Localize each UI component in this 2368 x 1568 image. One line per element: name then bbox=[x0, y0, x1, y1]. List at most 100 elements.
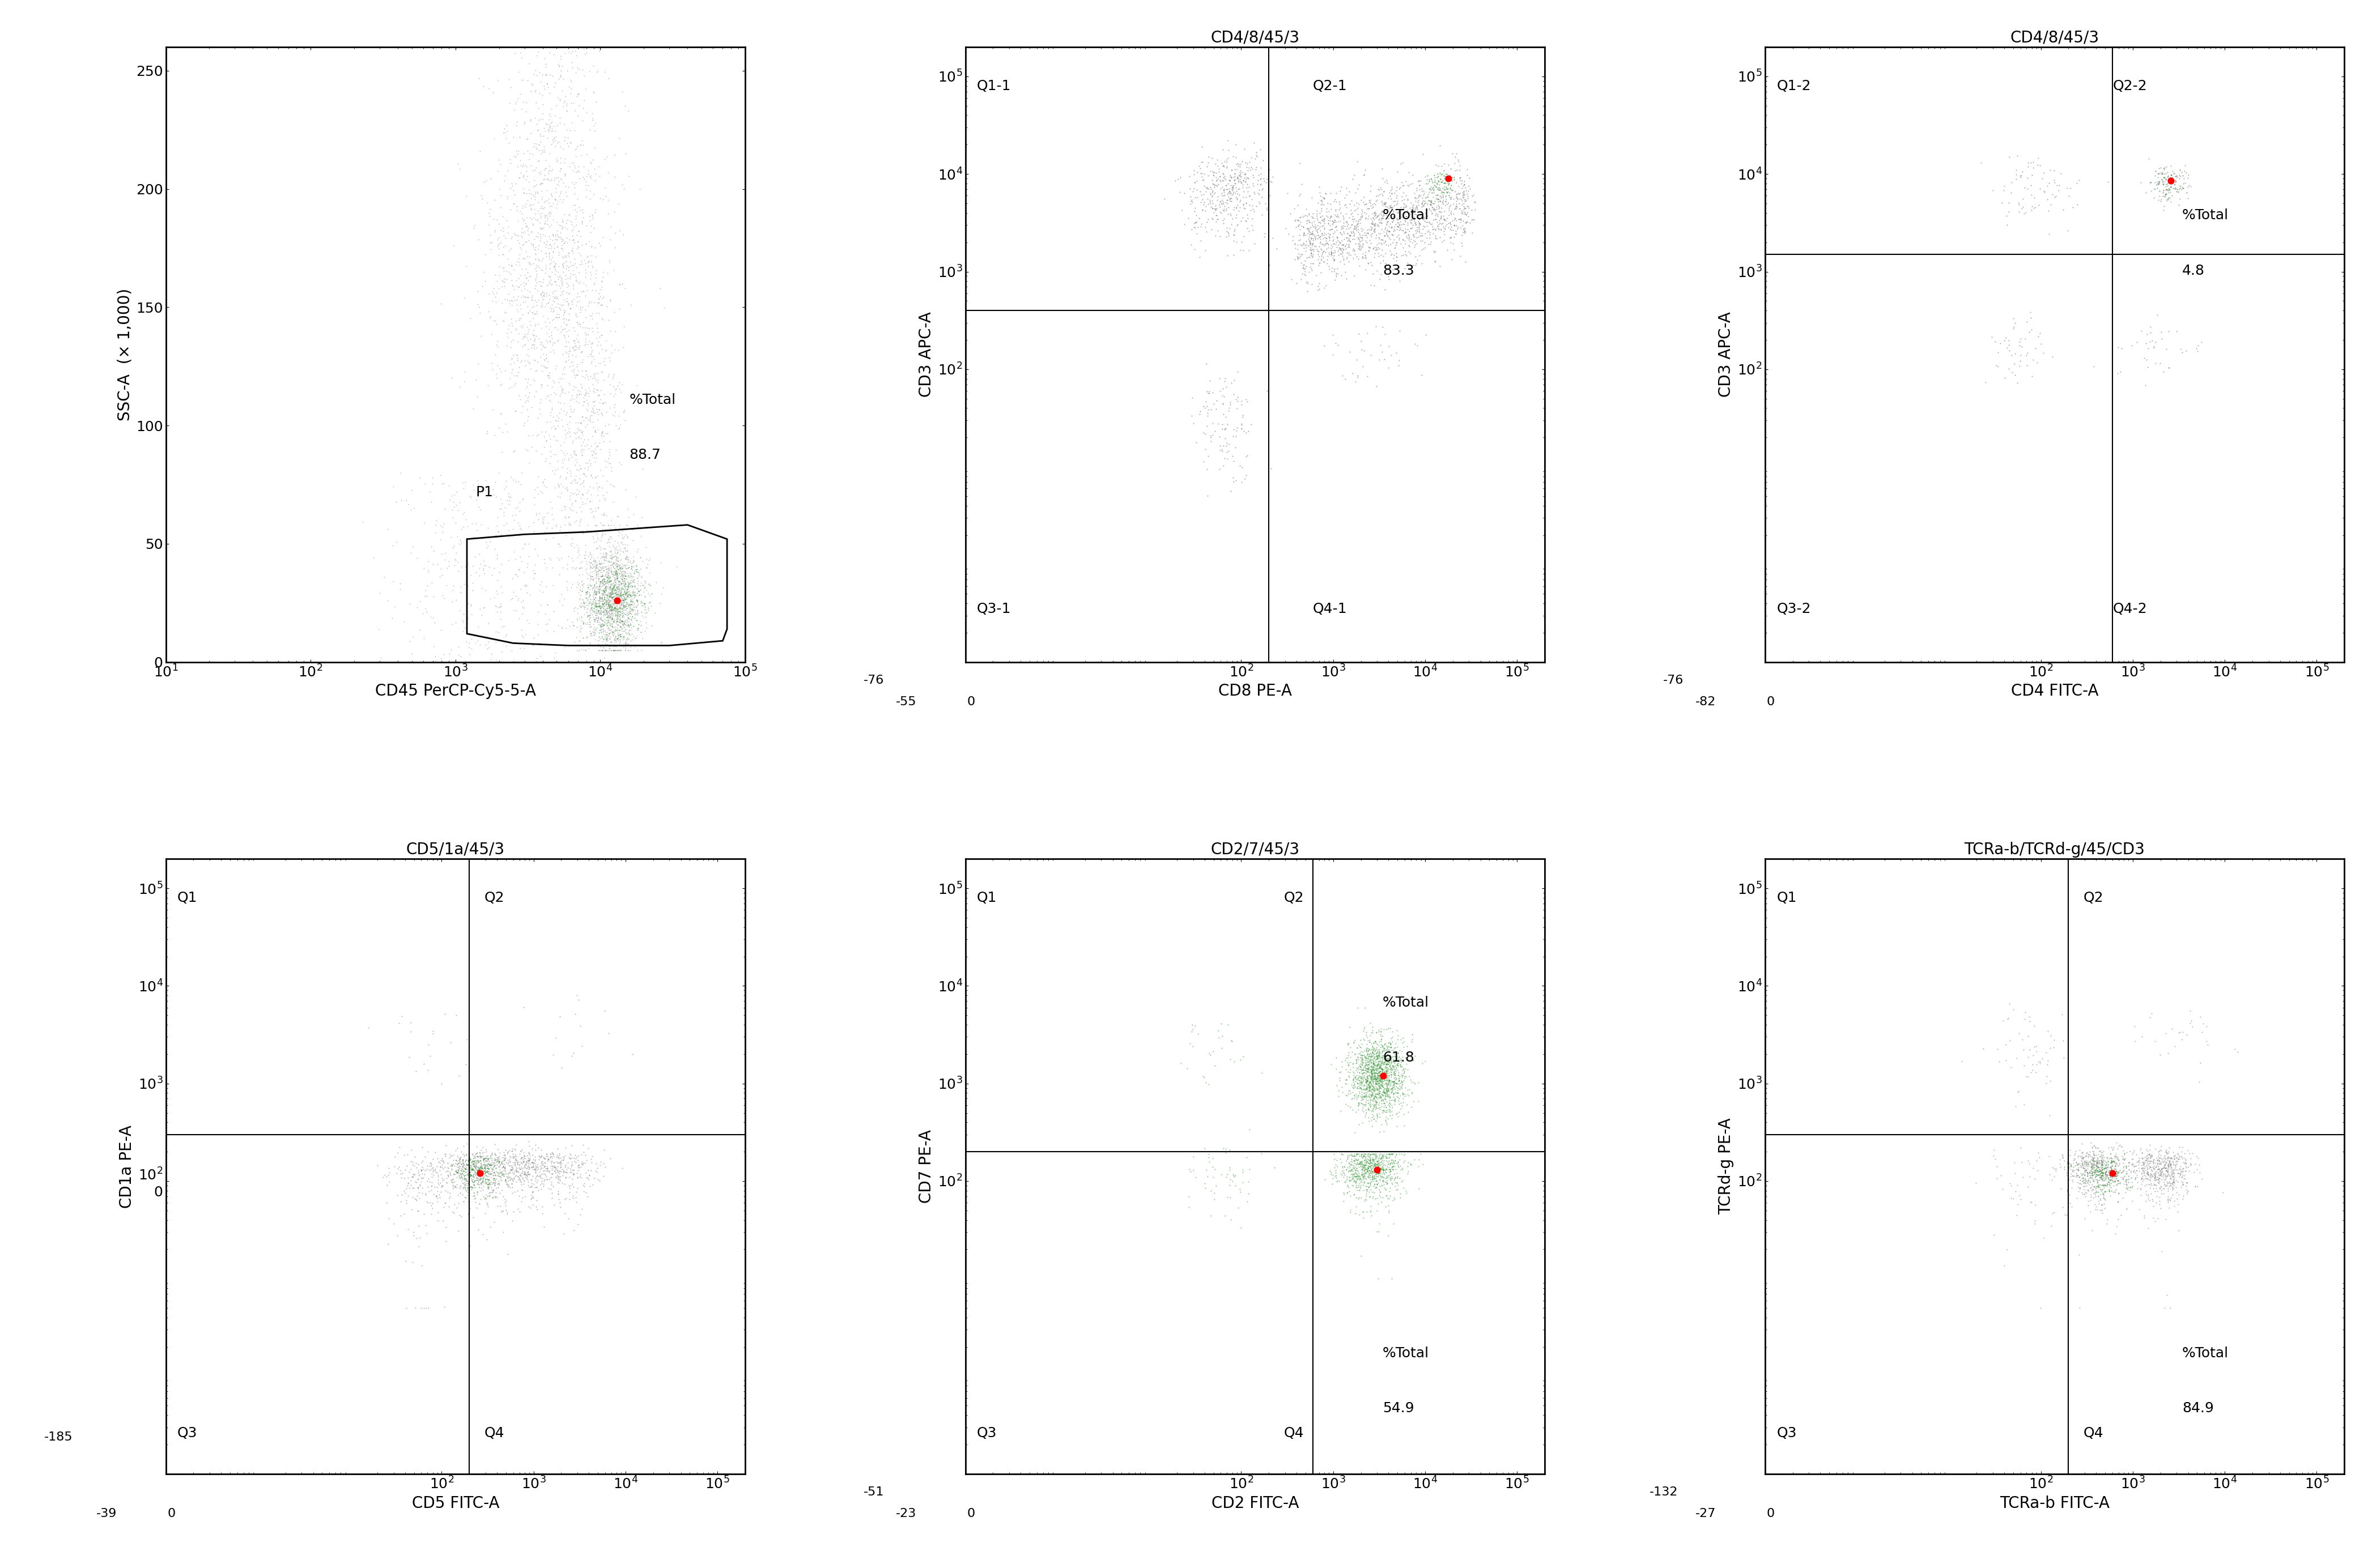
Point bbox=[592, 585, 630, 610]
Point bbox=[1407, 201, 1444, 226]
Point bbox=[609, 602, 646, 627]
Point bbox=[571, 599, 609, 624]
Point bbox=[2155, 1140, 2193, 1165]
Point bbox=[2084, 1149, 2122, 1174]
Point bbox=[1989, 332, 2027, 358]
Point bbox=[509, 1160, 547, 1185]
Point bbox=[580, 607, 618, 632]
Point bbox=[1376, 1071, 1414, 1096]
Point bbox=[469, 1192, 507, 1217]
Point bbox=[554, 387, 592, 412]
Point bbox=[521, 194, 559, 220]
Point bbox=[2051, 183, 2089, 209]
Point bbox=[1319, 227, 1357, 252]
Point bbox=[1357, 1083, 1395, 1109]
Point bbox=[2084, 1148, 2122, 1173]
Point bbox=[464, 1140, 502, 1165]
Point bbox=[587, 571, 625, 596]
Point bbox=[1357, 1142, 1395, 1167]
Point bbox=[490, 238, 528, 263]
Point bbox=[1302, 204, 1340, 229]
Point bbox=[1364, 1033, 1402, 1058]
Point bbox=[1373, 1038, 1411, 1063]
Point bbox=[2219, 1040, 2257, 1065]
Point bbox=[476, 470, 514, 495]
Point bbox=[1366, 216, 1404, 241]
Point bbox=[1352, 224, 1390, 249]
Point bbox=[547, 312, 585, 337]
Point bbox=[1357, 1066, 1395, 1091]
Point bbox=[604, 536, 642, 561]
Point bbox=[1312, 1160, 1350, 1185]
Point bbox=[561, 381, 599, 406]
Point bbox=[1447, 249, 1485, 274]
Point bbox=[1437, 191, 1475, 216]
Point bbox=[2143, 1162, 2181, 1187]
Point bbox=[509, 1154, 547, 1179]
Point bbox=[578, 605, 616, 630]
Point bbox=[497, 495, 535, 521]
Point bbox=[1354, 1148, 1392, 1173]
Point bbox=[533, 110, 571, 135]
Point bbox=[1295, 234, 1333, 259]
Point bbox=[594, 638, 632, 663]
Point bbox=[493, 1171, 530, 1196]
Point bbox=[1338, 1142, 1376, 1167]
Point bbox=[450, 1187, 488, 1212]
Point bbox=[2105, 1168, 2143, 1193]
Point bbox=[533, 1154, 571, 1179]
Point bbox=[384, 1182, 422, 1207]
Point bbox=[1989, 199, 2027, 224]
Point bbox=[1350, 1055, 1388, 1080]
Point bbox=[1357, 1151, 1395, 1176]
Point bbox=[452, 593, 490, 618]
Point bbox=[556, 1002, 594, 1027]
Point bbox=[559, 605, 597, 630]
Point bbox=[1373, 1044, 1411, 1069]
Point bbox=[2067, 1148, 2105, 1173]
Point bbox=[1201, 456, 1238, 481]
Point bbox=[1359, 1057, 1397, 1082]
Point bbox=[585, 585, 623, 610]
Point bbox=[1347, 1085, 1385, 1110]
Point bbox=[2115, 1189, 2153, 1214]
Point bbox=[601, 590, 639, 615]
Point bbox=[2048, 1163, 2086, 1189]
Point bbox=[355, 546, 393, 571]
Point bbox=[2105, 1140, 2143, 1165]
Point bbox=[2048, 1178, 2086, 1203]
Point bbox=[1364, 1035, 1402, 1060]
Point bbox=[1198, 207, 1236, 232]
Point bbox=[606, 558, 644, 583]
Point bbox=[1378, 1113, 1416, 1138]
Point bbox=[509, 1134, 547, 1159]
Point bbox=[1222, 411, 1260, 436]
Point bbox=[575, 608, 613, 633]
Point bbox=[1449, 185, 1487, 210]
Y-axis label: CD1a PE-A: CD1a PE-A bbox=[118, 1124, 135, 1207]
Point bbox=[455, 1163, 493, 1189]
Point bbox=[1203, 174, 1241, 199]
Point bbox=[1371, 1044, 1409, 1069]
Point bbox=[573, 550, 611, 575]
Point bbox=[1999, 190, 2036, 215]
Point bbox=[561, 1152, 599, 1178]
Point bbox=[538, 278, 575, 303]
Point bbox=[502, 1149, 540, 1174]
Point bbox=[592, 525, 630, 550]
Point bbox=[485, 1198, 523, 1223]
Point bbox=[604, 613, 642, 638]
Point bbox=[476, 1184, 514, 1209]
Point bbox=[1454, 182, 1492, 207]
Point bbox=[1373, 1142, 1411, 1167]
Point bbox=[2129, 1146, 2167, 1171]
Point bbox=[509, 1173, 547, 1198]
Point bbox=[597, 586, 635, 612]
Point bbox=[592, 544, 630, 569]
Point bbox=[1345, 1162, 1383, 1187]
Point bbox=[552, 130, 590, 155]
Point bbox=[448, 1142, 485, 1167]
Point bbox=[1343, 1110, 1381, 1135]
Point bbox=[2070, 1148, 2108, 1173]
Point bbox=[1241, 172, 1279, 198]
